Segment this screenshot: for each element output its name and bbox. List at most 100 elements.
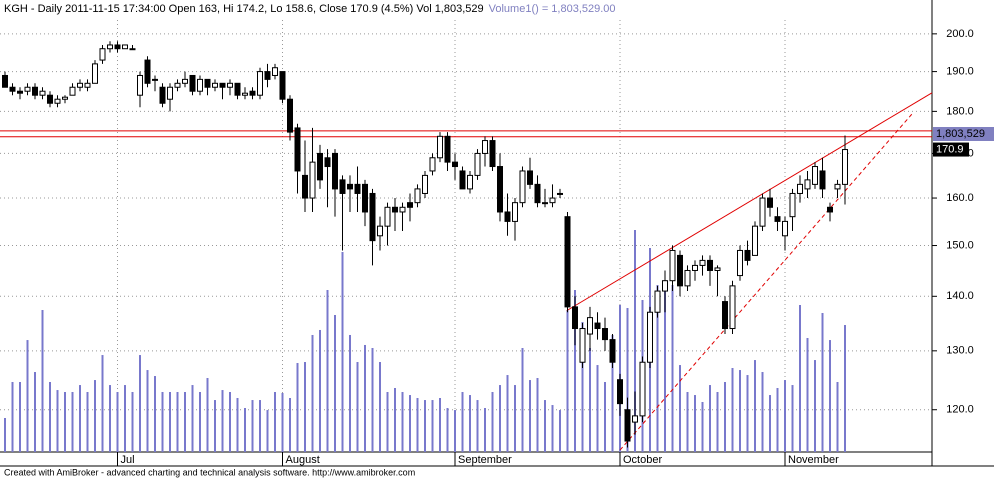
candle-body <box>804 179 811 190</box>
candle-body <box>324 157 331 168</box>
candle-body <box>302 174 308 199</box>
candle-body <box>534 183 541 204</box>
candle-body <box>444 135 451 163</box>
candle-body <box>684 269 691 287</box>
candle-body <box>564 216 571 308</box>
candle-body <box>459 170 466 190</box>
candle-body <box>542 202 548 205</box>
candle-body <box>204 78 211 88</box>
candle-body <box>429 157 436 172</box>
candle-body <box>47 94 53 104</box>
y-tick-label: 120.0 <box>946 404 974 416</box>
y-tick-label: 160.0 <box>946 192 974 204</box>
candle-body <box>677 254 683 287</box>
candle-body <box>167 86 173 100</box>
candle-body <box>489 140 496 168</box>
candle-body <box>722 301 728 330</box>
candle-body <box>227 82 233 88</box>
candle-body <box>639 361 646 417</box>
candle-body <box>9 86 16 92</box>
candle-body <box>737 249 743 277</box>
candle-body <box>54 98 61 104</box>
candle-body <box>647 311 653 363</box>
candle-body <box>152 78 158 81</box>
candle-body <box>399 206 406 213</box>
candle-body <box>144 59 151 84</box>
x-tick-label: August <box>286 454 320 466</box>
candle-body <box>729 285 736 330</box>
candle-body <box>377 225 383 237</box>
candle-body <box>392 206 398 213</box>
x-tick-label: September <box>458 454 512 466</box>
candle-body <box>272 67 278 76</box>
candle-body <box>99 48 106 61</box>
candle-body <box>669 249 676 282</box>
candle-body <box>129 48 136 51</box>
y-tick-label: 190.0 <box>946 65 974 77</box>
candle-body <box>234 82 241 96</box>
candle-body <box>744 249 751 261</box>
volume-label: 1,803,529 <box>936 128 985 140</box>
candle-body <box>114 44 121 50</box>
x-tick-label: November <box>788 454 839 466</box>
candle-body <box>257 71 263 96</box>
candle-body <box>197 78 203 92</box>
candle-body <box>714 267 721 271</box>
candle-body <box>354 183 361 194</box>
candle-body <box>182 78 188 84</box>
candle-body <box>774 216 781 222</box>
candle-body <box>827 206 833 213</box>
candle-body <box>362 183 368 213</box>
candle-body <box>752 225 758 256</box>
candle-body <box>557 192 563 195</box>
x-tick-label: Jul <box>121 454 135 466</box>
candle-body <box>624 409 631 442</box>
footer: Created with AmiBroker - advanced charti… <box>4 467 415 477</box>
candle-body <box>39 90 46 96</box>
candle-body <box>467 174 473 190</box>
volume-label-box <box>933 127 994 141</box>
candle-body <box>504 211 511 222</box>
candle-body <box>122 44 128 50</box>
candle-body <box>519 170 526 204</box>
candle-body <box>414 188 421 204</box>
candle-body <box>662 280 668 292</box>
candle-body <box>572 306 578 330</box>
x-tick-label: October <box>623 454 662 466</box>
candle-body <box>617 379 623 405</box>
candle-body <box>174 82 181 88</box>
candle-body <box>369 192 376 242</box>
candle-body <box>587 317 593 335</box>
candle-body <box>77 82 83 88</box>
candle-body <box>279 71 286 100</box>
candle-body <box>782 220 788 237</box>
candle-body <box>474 152 481 176</box>
candle-body <box>834 183 841 190</box>
close-label-box <box>933 142 969 157</box>
candle-body <box>609 339 616 363</box>
candle-body <box>819 170 826 190</box>
candle-body <box>384 206 391 227</box>
candle-body <box>2 74 8 88</box>
candle-body <box>62 96 68 100</box>
candle-body <box>24 86 31 92</box>
candle-body <box>159 86 166 104</box>
candle-body <box>422 174 428 194</box>
candle-body <box>759 197 766 227</box>
candle-body <box>602 328 608 341</box>
candle-body <box>482 140 488 154</box>
candle-body <box>549 197 556 204</box>
y-tick-label: 140.0 <box>946 290 974 302</box>
candle-body <box>84 82 91 88</box>
y-tick-label: 150.0 <box>946 239 974 251</box>
candle-body <box>767 197 773 208</box>
candle-body <box>287 98 293 133</box>
candle-body <box>32 86 38 96</box>
trend-line <box>566 92 933 312</box>
candle-body <box>407 202 413 208</box>
candle-body <box>212 82 218 88</box>
candle-body <box>17 90 23 94</box>
candle-body <box>789 192 796 218</box>
